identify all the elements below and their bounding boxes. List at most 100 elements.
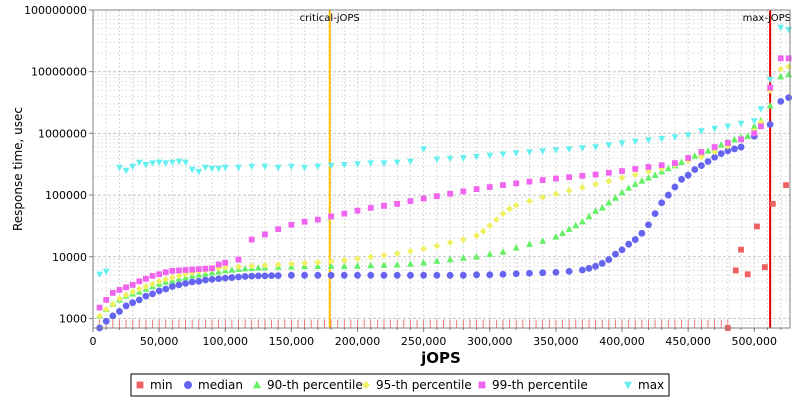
95-th-percentile-point [235, 263, 242, 271]
max-point [102, 268, 110, 276]
95-th-percentile-point [135, 285, 143, 293]
median-point [724, 147, 732, 155]
median-point [717, 150, 725, 158]
x-tick-label: 350,000 [533, 335, 579, 348]
90-th-percentile-point [526, 240, 533, 247]
max-point [169, 159, 176, 166]
99-th-percentile-point [354, 207, 361, 214]
max-point [215, 165, 222, 173]
median-point [314, 271, 322, 279]
max-point [122, 167, 130, 175]
y-tick-label: 1000000 [38, 127, 87, 140]
median-point [142, 292, 150, 300]
95-th-percentile-point [393, 250, 401, 257]
median-point [578, 266, 586, 274]
legend-swatch-95-th-percentile [362, 381, 370, 389]
median-point [704, 158, 712, 165]
median-point [526, 269, 533, 277]
median-point [512, 270, 520, 278]
median-point [182, 279, 189, 287]
legend-swatch-90-th-percentile [253, 380, 261, 389]
90-th-percentile-point [512, 244, 520, 251]
99-th-percentile-point [301, 218, 308, 225]
median-point [327, 271, 335, 279]
median-point [473, 271, 480, 279]
median-point [254, 272, 262, 280]
max-point [473, 153, 480, 161]
median-point [274, 272, 282, 279]
99-th-percentile-point [162, 269, 169, 276]
median-point [175, 281, 183, 289]
95-th-percentile-point [248, 262, 256, 270]
median-point [539, 269, 547, 277]
95-th-percentile-point [149, 280, 156, 288]
median-point [102, 317, 110, 325]
max-point [552, 147, 560, 154]
median-point [711, 153, 719, 161]
90-th-percentile-point [499, 248, 507, 255]
max-point [135, 159, 143, 166]
max-point [711, 125, 718, 133]
min-point [738, 246, 744, 253]
99-th-percentile-point [222, 259, 229, 266]
max-point [116, 164, 123, 172]
99-th-percentile-point [785, 55, 792, 62]
95-th-percentile-point [314, 259, 322, 266]
99-th-percentile-point [156, 271, 163, 278]
95-th-percentile-point [155, 277, 163, 285]
max-point [658, 136, 666, 143]
max-point [340, 162, 348, 169]
99-th-percentile-point [738, 136, 744, 143]
95-th-percentile-point [506, 205, 513, 213]
max-point [757, 106, 765, 113]
legend-label-max: max [638, 378, 664, 392]
median-point [221, 274, 229, 282]
95-th-percentile-point [407, 247, 414, 255]
median-point [149, 290, 156, 298]
95-th-percentile-point [261, 261, 269, 269]
99-th-percentile-point [698, 149, 705, 155]
median-point [612, 250, 619, 258]
99-th-percentile-point [202, 265, 209, 272]
95-th-percentile-point [711, 148, 718, 156]
max-point [248, 163, 256, 171]
max-point [327, 162, 335, 170]
series-max [96, 24, 793, 278]
90-th-percentile-point [565, 225, 573, 232]
95-th-percentile-point [539, 193, 547, 201]
90-th-percentile-point [354, 262, 361, 269]
90-th-percentile-point [585, 212, 593, 220]
x-tick-label: 300,000 [467, 335, 513, 348]
min-point [783, 182, 789, 189]
99-th-percentile-point [500, 182, 506, 189]
min-point [732, 267, 739, 274]
90-th-percentile-point [750, 122, 758, 130]
90-th-percentile-point [446, 255, 454, 263]
max-point [202, 164, 209, 172]
99-th-percentile-point [341, 210, 348, 217]
95-th-percentile-point [446, 239, 454, 246]
99-th-percentile-point [566, 174, 573, 181]
median-point [228, 274, 236, 281]
99-th-percentile-point [182, 267, 189, 273]
90-th-percentile-point [367, 261, 375, 269]
max-point [407, 158, 414, 166]
median-point [261, 272, 269, 280]
95-th-percentile-point [420, 245, 427, 253]
95-th-percentile-point [162, 276, 170, 283]
median-point [188, 278, 196, 286]
95-th-percentile-point [380, 252, 388, 259]
max-point [565, 146, 573, 153]
90-th-percentile-point [459, 254, 467, 261]
99-th-percentile-point [103, 296, 110, 303]
min-point [761, 264, 768, 270]
median-point [208, 275, 216, 283]
median-point [241, 273, 249, 280]
x-tick-label: 400,000 [599, 335, 645, 348]
y-tick-label: 1000 [59, 312, 87, 325]
median-point [195, 277, 203, 285]
99-th-percentile-point [539, 177, 546, 183]
95-th-percentile-point [459, 236, 467, 243]
90-th-percentile-point [717, 141, 725, 148]
x-tick-label: 150,000 [269, 335, 315, 348]
